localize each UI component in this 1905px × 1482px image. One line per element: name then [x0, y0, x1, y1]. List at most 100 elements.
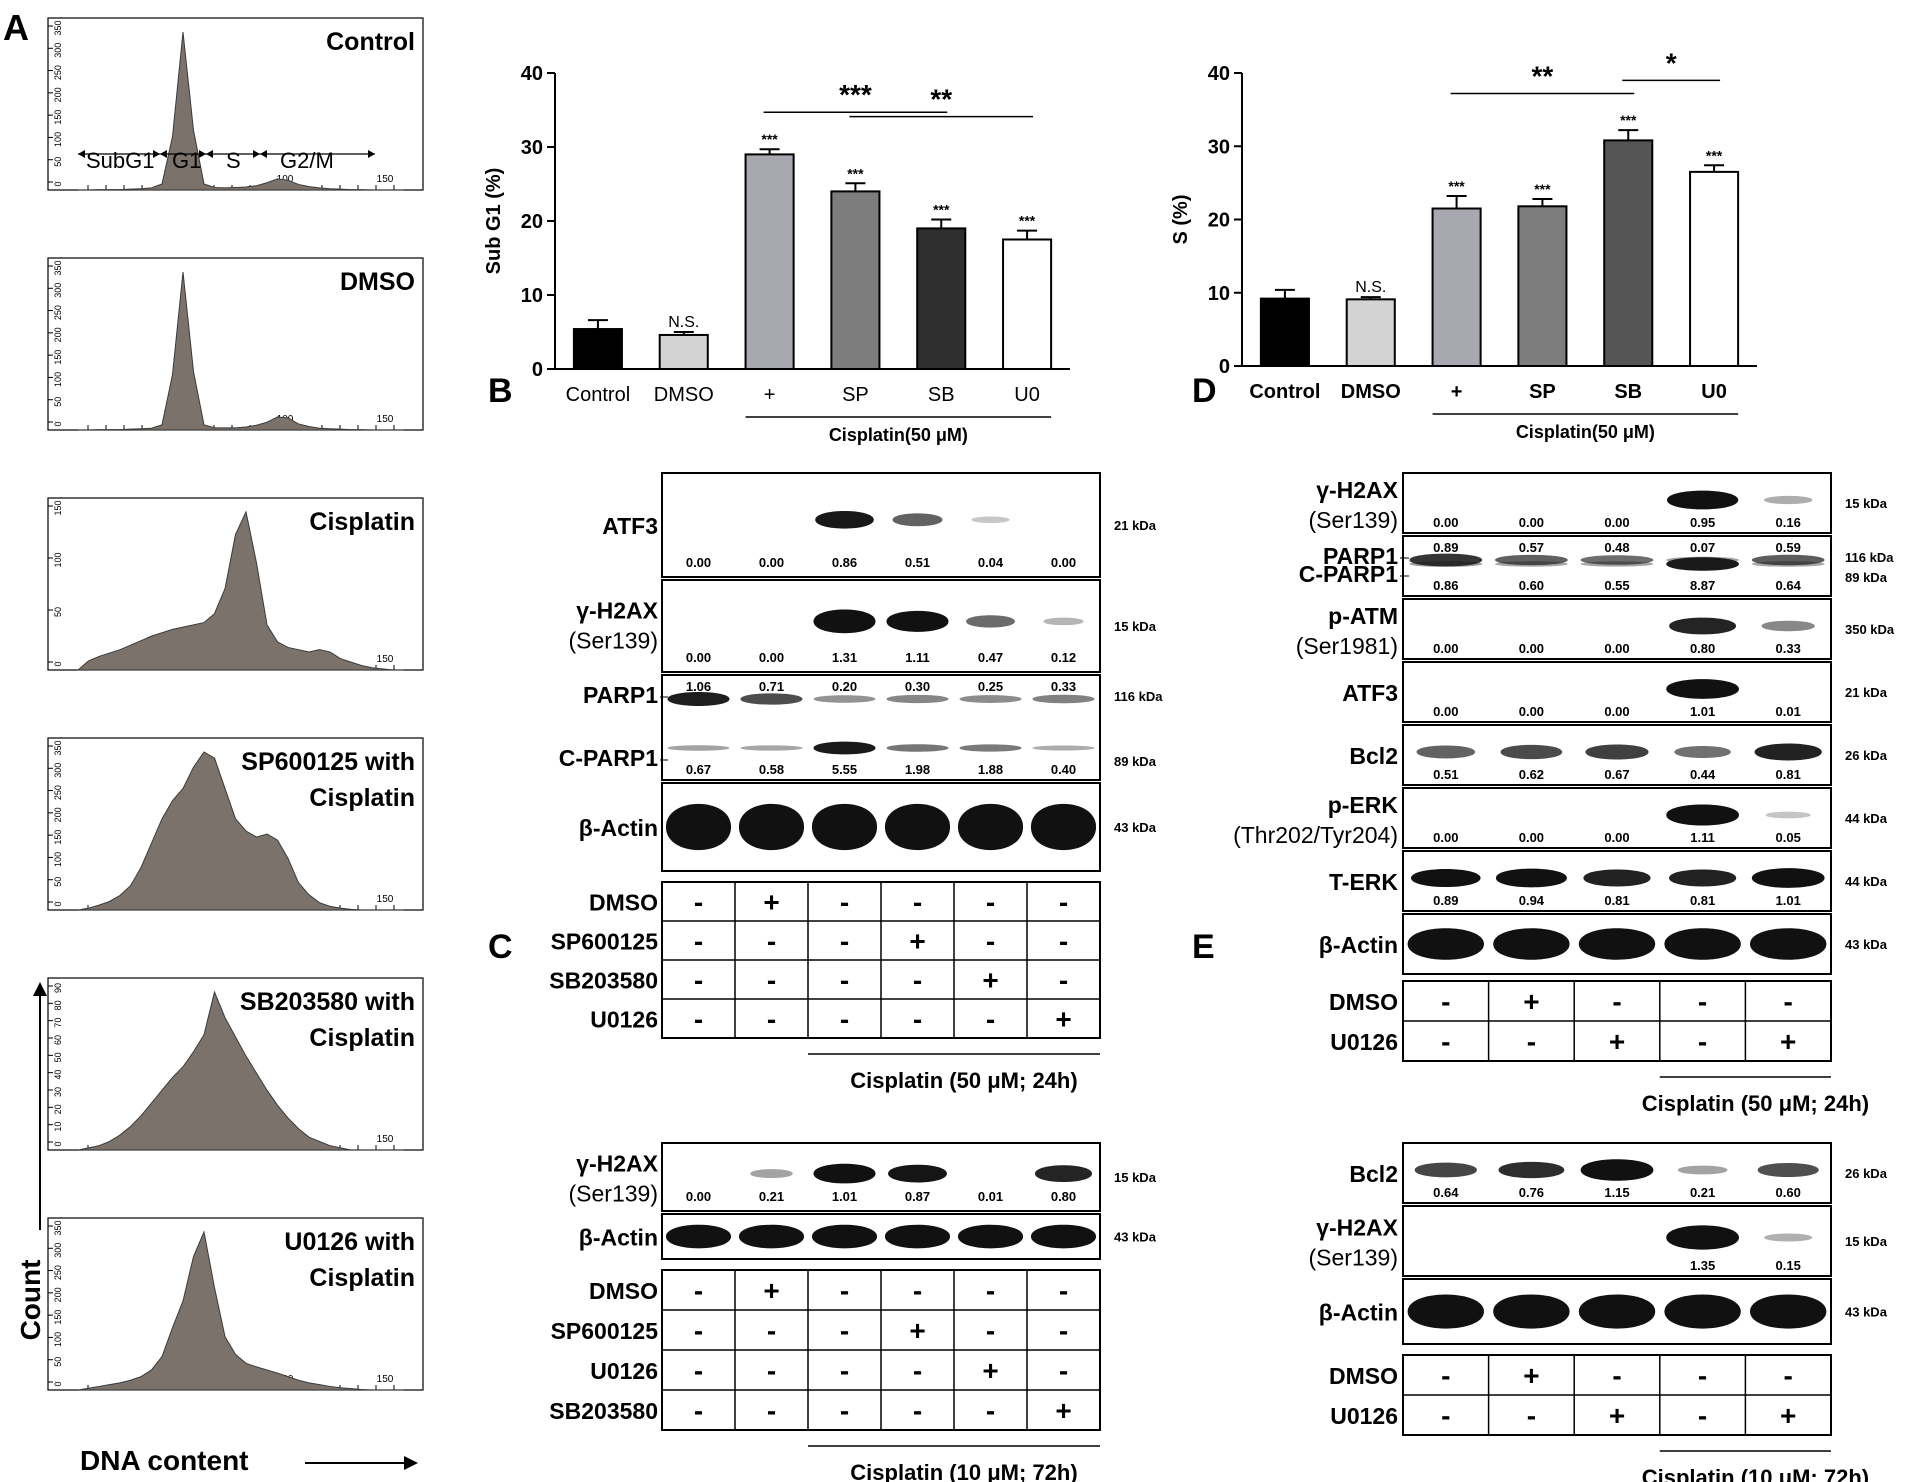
- bar: [1259, 297, 1310, 367]
- western-band: [813, 741, 876, 755]
- protein-sublabel: (Ser139): [569, 628, 658, 654]
- significance-label: ***: [761, 131, 778, 147]
- quant-value: 0.20: [832, 679, 857, 694]
- western-band: [1495, 868, 1567, 888]
- significance-label: N.S.: [1355, 279, 1386, 296]
- western-band: [1030, 1224, 1097, 1249]
- quant-value: 0.00: [1604, 830, 1629, 845]
- category-label: +: [1451, 381, 1463, 403]
- quant-value: 0.00: [686, 1189, 711, 1204]
- y-tick-label: 100: [53, 132, 63, 147]
- significance-label: ***: [1448, 178, 1465, 194]
- treatment-label: SB203580: [549, 968, 658, 994]
- protein-label: γ-H2AX: [1316, 1214, 1398, 1240]
- western-band: [665, 1224, 732, 1249]
- kda-label: 116 kDa: [1845, 550, 1894, 565]
- quant-value: 0.81: [1776, 767, 1801, 782]
- quant-value: 1.01: [1690, 704, 1715, 719]
- western-band: [1761, 620, 1815, 632]
- y-axis-title: S (%): [1170, 195, 1192, 245]
- treatment-sign: +: [763, 1275, 779, 1306]
- category-label: DMSO: [654, 384, 714, 406]
- kda-label: 350 kDa: [1845, 622, 1895, 637]
- significance-label: N.S.: [668, 314, 699, 331]
- y-tick-label: 50: [53, 157, 63, 167]
- bar: [744, 153, 795, 370]
- category-label: +: [764, 384, 776, 406]
- cisplatin-label: Cisplatin (10 μM; 72h): [1642, 1465, 1869, 1482]
- treatment-label: U0126: [1330, 1403, 1398, 1429]
- bar: [1002, 238, 1053, 370]
- treatment-sign: -: [1784, 986, 1793, 1017]
- treatment-label: DMSO: [589, 890, 658, 916]
- histogram-area: [77, 1230, 404, 1391]
- y-tick-label: 200: [53, 807, 63, 822]
- protein-sublabel: (Ser1981): [1296, 633, 1398, 659]
- y-tick-label: 60: [53, 1035, 63, 1045]
- quant-value: 0.94: [1519, 893, 1545, 908]
- western-band: [1032, 745, 1095, 751]
- y-tick-label: 20: [53, 1104, 63, 1114]
- y-tick-label: 30: [53, 1087, 63, 1097]
- treatment-sign: -: [986, 1395, 995, 1426]
- cisplatin-label: Cisplatin (10 μM; 72h): [850, 1460, 1077, 1482]
- y-tick-label: 50: [53, 1357, 63, 1367]
- kda-label: 26 kDa: [1845, 748, 1888, 763]
- western-band: [1407, 1294, 1484, 1329]
- quant-value: 0.86: [832, 555, 857, 570]
- y-tick-label: 50: [53, 1052, 63, 1062]
- y-tick-label: 80: [53, 1000, 63, 1010]
- western-band: [811, 803, 878, 851]
- treatment-sign: -: [694, 1275, 703, 1306]
- y-tick-label: 10: [1208, 283, 1230, 305]
- panel-label-b: B: [488, 372, 513, 410]
- western-band: [888, 1164, 947, 1183]
- quant-value: 0.64: [1776, 578, 1802, 593]
- protein-label: T-ERK: [1329, 869, 1398, 895]
- y-tick-label: 150: [53, 1310, 63, 1325]
- y-tick-label: 70: [53, 1018, 63, 1028]
- treatment-sign: -: [840, 1355, 849, 1386]
- panel-label-d: D: [1192, 372, 1217, 410]
- treatment-sign: -: [1059, 887, 1068, 918]
- treatment-sign: -: [767, 1355, 776, 1386]
- treatment-sign: -: [840, 1275, 849, 1306]
- y-tick-label: 100: [53, 852, 63, 867]
- treatment-sign: -: [1059, 1275, 1068, 1306]
- bar: [1603, 139, 1654, 367]
- group-label: Cisplatin(50 μM): [829, 425, 968, 445]
- western-band: [740, 693, 803, 705]
- western-band: [1493, 1294, 1570, 1329]
- treatment-sign: -: [767, 1315, 776, 1346]
- y-tick-label: 150: [53, 350, 63, 365]
- group-label: Cisplatin(50 μM): [1516, 422, 1655, 442]
- y-tick-label: 200: [53, 87, 63, 102]
- quant-value: 1.88: [978, 762, 1003, 777]
- western-band: [1666, 490, 1739, 510]
- western-band: [1498, 1161, 1565, 1179]
- y-tick-label: 150: [53, 830, 63, 845]
- treatment-sign: -: [840, 1004, 849, 1035]
- quant-value: 0.59: [1776, 540, 1801, 555]
- y-tick-label: 10: [521, 285, 543, 307]
- protein-label: γ-H2AX: [576, 1151, 658, 1177]
- kda-label: 89 kDa: [1114, 754, 1157, 769]
- category-label: SB: [928, 384, 955, 406]
- western-band: [1493, 928, 1570, 960]
- y-tick-label: 100: [53, 552, 63, 567]
- panel-label-e: E: [1192, 928, 1215, 966]
- treatment-sign: +: [1523, 986, 1539, 1017]
- quant-value: 0.80: [1051, 1189, 1076, 1204]
- y-tick-label: 350: [53, 20, 63, 35]
- category-label: SP: [842, 384, 869, 406]
- quant-value: 0.00: [1519, 515, 1544, 530]
- treatment-sign: +: [982, 1355, 998, 1386]
- western-band: [1750, 928, 1827, 960]
- western-band: [886, 610, 949, 632]
- y-tick-label: 20: [1208, 210, 1230, 232]
- quant-value: 0.15: [1776, 1258, 1801, 1273]
- treatment-sign: -: [913, 1355, 922, 1386]
- western-band: [1030, 803, 1097, 851]
- quant-value: 0.00: [1519, 641, 1544, 656]
- histogram-title: Control: [326, 28, 415, 56]
